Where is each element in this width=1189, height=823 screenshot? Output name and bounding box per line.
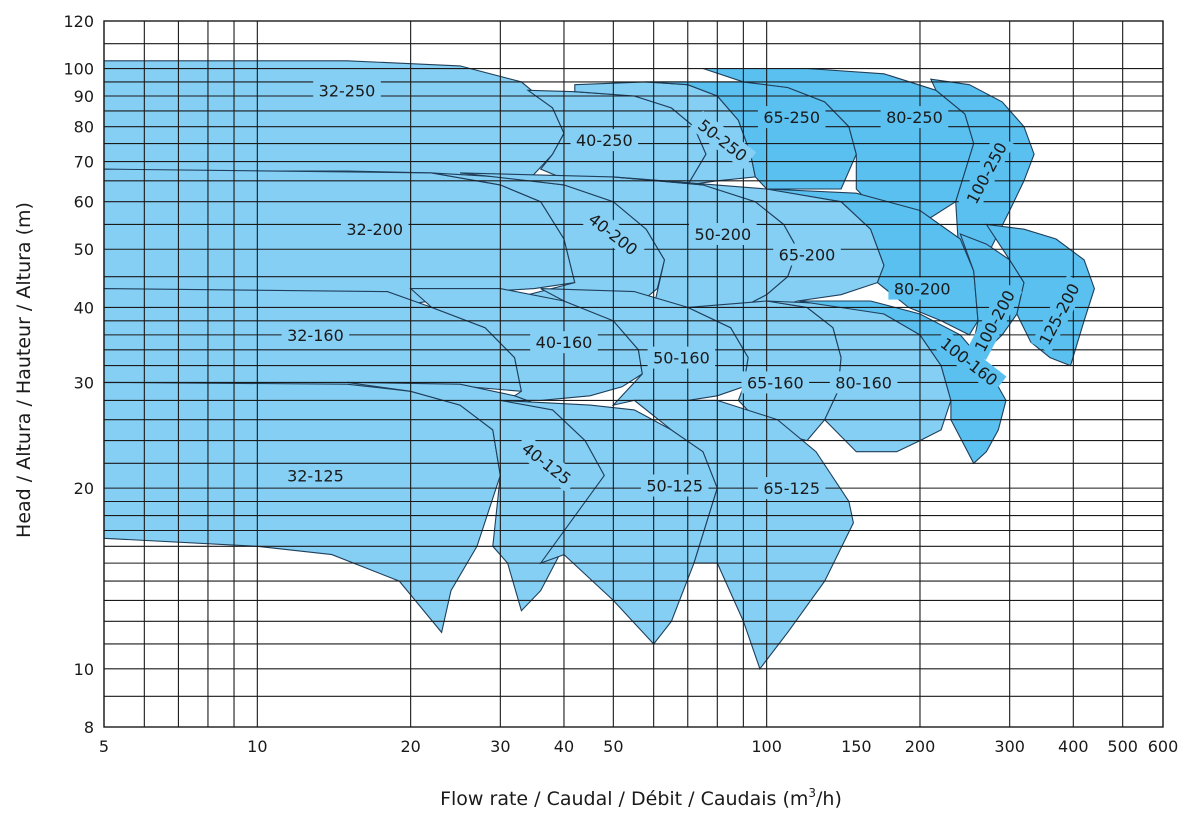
region-label-65-160: 65-160 [741, 371, 810, 394]
region-label-bg [281, 464, 350, 487]
region-label-bg [281, 323, 350, 346]
x-tick-label-5: 5 [99, 737, 109, 756]
region-32-200 [103, 168, 576, 305]
x-tick-label-20: 20 [400, 737, 420, 756]
y-axis-title: Head / Altura / Hauteur / Altura (m) [13, 202, 35, 538]
region-label-bg [513, 433, 581, 493]
region-label-65-250: 65-250 [757, 106, 826, 129]
plot-frame [103, 20, 1164, 728]
y-tick-label-10: 10 [74, 660, 94, 679]
region-label-bg [966, 281, 1023, 361]
x-tick-label-40: 40 [554, 737, 574, 756]
y-tick-label-40: 40 [74, 298, 94, 317]
x-tick-label-500: 500 [1107, 737, 1138, 756]
region-label-bg [579, 204, 647, 264]
y-tick-label-100: 100 [63, 60, 94, 79]
region-label-bg [1031, 274, 1087, 354]
region-label-text: 65-160 [747, 373, 804, 392]
region-label-text: 40-250 [576, 131, 633, 150]
region-label-text: 50-125 [646, 477, 703, 496]
region-label-bg [313, 79, 381, 102]
y-tick-label-70: 70 [74, 153, 94, 172]
region-label-text: 32-125 [287, 466, 344, 485]
region-label-bg [888, 277, 956, 300]
tick-labels-layer: 5 10 20 30 40 50 100 150 200 300 400 500 600 8 10 20 30 4… [63, 12, 1178, 756]
region-label-text: 32-250 [319, 81, 376, 100]
region-label-text: 65-200 [779, 246, 836, 265]
region-label-32-250: 32-250 [313, 79, 381, 102]
region-label-bg [757, 477, 826, 500]
region-label-bg [958, 133, 1015, 213]
region-label-text: 32-200 [346, 220, 403, 239]
region-label-text: 65-250 [763, 108, 820, 127]
region-label-bg [829, 371, 898, 394]
x-tick-label-400: 400 [1058, 737, 1089, 756]
region-label-bg [689, 223, 757, 245]
region-label-50-160: 50-160 [647, 346, 716, 369]
y-tick-label-90: 90 [74, 87, 94, 106]
region-label-65-200: 65-200 [773, 243, 841, 266]
region-label-text: 32-160 [287, 326, 344, 345]
y-tick-label-20: 20 [74, 479, 94, 498]
region-label-80-160: 80-160 [829, 371, 898, 394]
regions-layer [103, 60, 1095, 670]
x-axis-title-main: Flow rate / Caudal / Débit / Caudais (m [440, 788, 808, 810]
x-tick-label-100: 100 [751, 737, 782, 756]
region-label-text: 50-200 [694, 225, 751, 244]
y-tick-label-8: 8 [84, 718, 94, 737]
region-label-bg [773, 243, 841, 266]
x-tick-label-300: 300 [994, 737, 1025, 756]
region-label-65-125: 65-125 [757, 477, 826, 500]
region-label-bg [647, 346, 716, 369]
y-tick-label-120: 120 [63, 12, 94, 31]
region-label-bg [757, 106, 826, 129]
region-label-text: 80-200 [894, 280, 951, 299]
region-label-text: 40-160 [536, 333, 593, 352]
region-label-40-250: 40-250 [570, 129, 639, 152]
x-tick-label-50: 50 [603, 737, 623, 756]
region-label-bg [689, 110, 757, 170]
y-tick-label-60: 60 [74, 193, 94, 212]
y-tick-label-80: 80 [74, 118, 94, 137]
x-axis-title-superscript: 3 [808, 786, 816, 800]
region-label-80-250: 80-250 [880, 106, 949, 129]
x-axis-title: Flow rate / Caudal / Débit / Caudais (m3… [440, 786, 842, 810]
region-label-bg [741, 371, 810, 394]
x-tick-label-150: 150 [841, 737, 872, 756]
region-label-text: 80-250 [886, 108, 943, 127]
region-label-bg [640, 474, 709, 497]
region-label-bg [530, 331, 598, 354]
region-label-80-200: 80-200 [888, 277, 956, 300]
region-label-text: 50-160 [653, 349, 710, 368]
region-label-bg [932, 329, 1007, 394]
x-tick-label-30: 30 [490, 737, 510, 756]
y-tick-label-30: 30 [74, 373, 94, 392]
region-label-50-200: 50-200 [689, 223, 757, 245]
region-label-text: 80-160 [835, 373, 892, 392]
region-label-bg [570, 129, 639, 152]
region-label-50-125: 50-125 [640, 474, 709, 497]
x-tick-label-200: 200 [905, 737, 936, 756]
y-tick-label-50: 50 [74, 240, 94, 259]
region-label-bg [880, 106, 949, 129]
region-label-40-160: 40-160 [530, 331, 598, 354]
region-label-32-160: 32-160 [281, 323, 350, 346]
region-label-32-125: 32-125 [281, 464, 350, 487]
region-label-text: 65-125 [763, 479, 820, 498]
x-tick-label-600: 600 [1148, 737, 1179, 756]
region-label-32-200: 32-200 [340, 218, 409, 241]
x-axis-title-tail: /h) [816, 788, 842, 810]
region-label-bg [340, 218, 409, 241]
x-tick-label-10: 10 [247, 737, 267, 756]
